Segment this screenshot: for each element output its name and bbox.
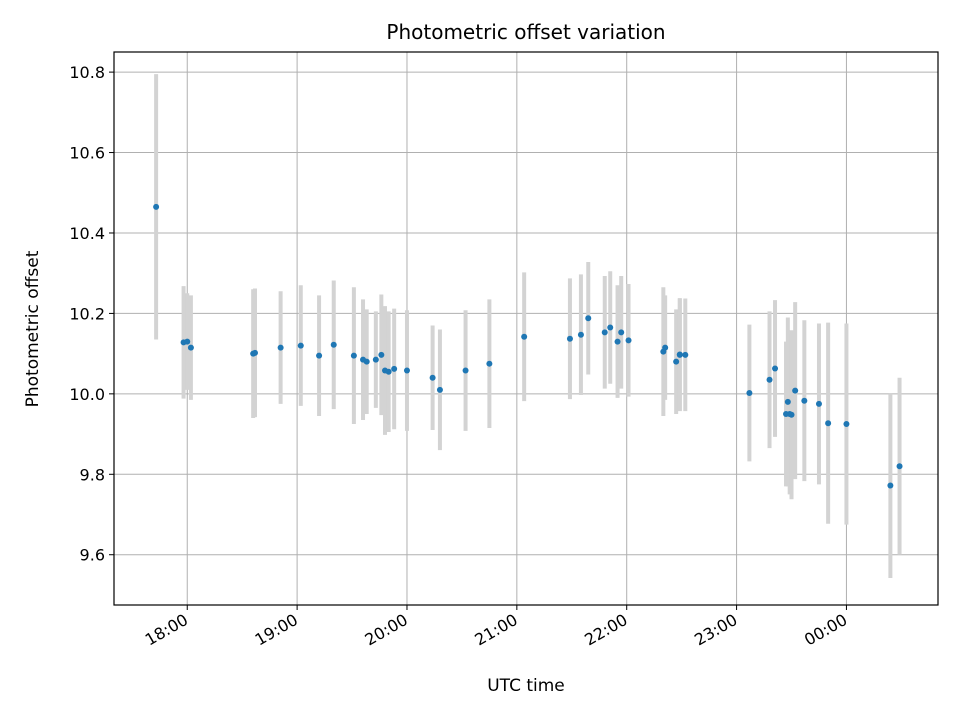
data-point [815, 400, 822, 407]
y-axis-ticks: 9.6 9.8 10.0 10.2 10.4 10.6 10.8 [69, 63, 114, 565]
data-point [585, 315, 592, 322]
data-point [277, 344, 284, 351]
x-tick-label: 22:00 [581, 610, 630, 650]
data-point [403, 367, 410, 374]
x-tick-label: 20:00 [362, 610, 411, 650]
data-point [788, 411, 795, 418]
data-point [618, 329, 625, 336]
data-point [462, 367, 469, 374]
data-point [614, 338, 621, 345]
x-axis-ticks: 18:00 19:00 20:00 21:00 22:00 23:00 00:00 [142, 605, 850, 650]
data-point [187, 344, 194, 351]
data-point [825, 420, 832, 427]
data-point [372, 356, 379, 363]
data-point [297, 342, 304, 349]
data-point [436, 386, 443, 393]
data-point [766, 376, 773, 383]
data-point [843, 421, 850, 428]
chart-title: Photometric offset variation [386, 20, 665, 44]
y-tick-label: 10.6 [69, 144, 105, 163]
y-tick-label: 9.6 [80, 546, 105, 565]
data-point [746, 390, 753, 397]
data-point [792, 387, 799, 394]
x-axis-label: UTC time [487, 676, 565, 696]
x-tick-label: 23:00 [691, 610, 740, 650]
data-point [625, 337, 632, 344]
data-point [887, 482, 894, 489]
data-point [378, 351, 385, 358]
x-tick-label: 21:00 [471, 610, 520, 650]
data-point [153, 203, 160, 210]
x-tick-label: 19:00 [252, 610, 301, 650]
data-point [316, 352, 323, 359]
y-tick-label: 10.4 [69, 224, 105, 243]
data-point [607, 324, 614, 331]
data-point [363, 358, 370, 365]
data-point [385, 368, 392, 375]
data-point [673, 358, 680, 365]
data-point [184, 338, 191, 345]
data-point [772, 365, 779, 372]
x-tick-label: 00:00 [801, 610, 850, 650]
y-tick-label: 10.8 [69, 63, 105, 82]
data-point [682, 351, 689, 358]
data-point [350, 352, 357, 359]
x-tick-label: 18:00 [142, 610, 191, 650]
data-point [521, 333, 528, 340]
y-tick-label: 10.2 [69, 304, 105, 323]
plot-frame [113, 51, 939, 606]
data-point [391, 365, 398, 372]
y-tick-label: 10.0 [69, 385, 105, 404]
data-point [429, 374, 436, 381]
data-point [601, 329, 608, 336]
data-point [896, 463, 903, 470]
data-point [251, 349, 258, 356]
data-point [330, 341, 337, 348]
data-point [486, 360, 493, 367]
data-points [153, 203, 903, 489]
data-point [784, 398, 791, 405]
data-point [662, 344, 669, 351]
data-point [566, 335, 573, 342]
data-point [801, 397, 808, 404]
y-axis-label: Photometric offset [23, 250, 43, 407]
data-point [676, 351, 683, 358]
y-tick-label: 9.8 [80, 465, 105, 484]
data-point [577, 331, 584, 338]
